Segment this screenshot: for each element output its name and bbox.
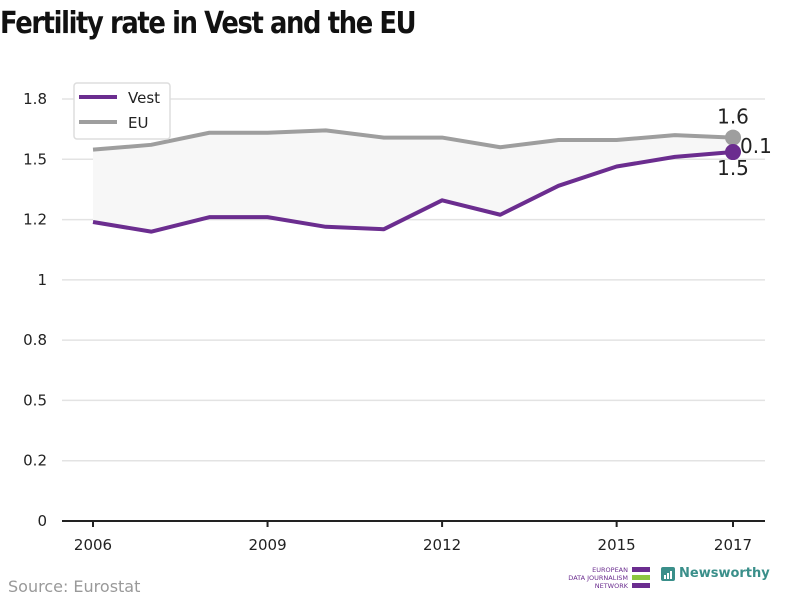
series-endpoints: 1.6 1.50.1 [717, 105, 772, 180]
x-tick-label: 2012 [423, 536, 461, 554]
y-tick-label: 1.2 [23, 211, 47, 229]
y-tick-label: 1 [37, 271, 47, 289]
y-axis: 0 0.2 0.5 0.8 1 1.2 1.5 1.8 [23, 90, 47, 530]
endpoint-vest [725, 144, 741, 161]
end-label-vest: 1.5 [717, 156, 749, 180]
edjnet-bar-green [632, 575, 650, 580]
y-tick-label: 0.2 [23, 452, 47, 470]
x-tick-label: 2017 [714, 536, 752, 554]
edjnet-logo: EUROPEAN DATA JOURNALISM NETWORK [568, 566, 650, 590]
x-tick-label: 2009 [248, 536, 286, 554]
series-line-vest [92, 150, 734, 234]
edjnet-line-3: NETWORK [594, 582, 628, 590]
endpoint-eu [725, 129, 741, 146]
y-tick-label: 1.8 [23, 90, 47, 108]
newsworthy-logo: Newsworthy [661, 566, 770, 581]
difference-label: 0.1 [740, 134, 772, 158]
y-tick-label: 0.5 [23, 391, 47, 409]
chart-title: Fertility rate in Vest and the EU [0, 6, 417, 41]
edjnet-bar-purple-bottom [632, 583, 650, 588]
difference-fill-area [93, 130, 733, 232]
series-line-eu [92, 128, 734, 152]
source-note: Source: Eurostat [8, 577, 141, 596]
end-label-eu: 1.6 [717, 105, 749, 129]
series-lines [92, 128, 734, 234]
legend-label-eu: EU [128, 114, 148, 132]
x-tick-label: 2015 [598, 536, 636, 554]
y-tick-label: 1.5 [23, 150, 47, 168]
y-tick-label: 0.8 [23, 331, 47, 349]
legend: Vest EU [73, 82, 171, 140]
x-tick-label: 2006 [74, 536, 112, 554]
newsworthy-label: Newsworthy [679, 566, 770, 581]
edjnet-line-1: EUROPEAN [592, 566, 628, 574]
legend-label-vest: Vest [128, 89, 160, 107]
newsworthy-chart-icon [661, 566, 675, 581]
edjnet-bar-purple-top [632, 567, 650, 572]
x-axis: 2006 2009 2012 2015 2017 [74, 521, 752, 554]
edjnet-line-2: DATA JOURNALISM [568, 574, 628, 582]
y-tick-label: 0 [37, 512, 47, 530]
